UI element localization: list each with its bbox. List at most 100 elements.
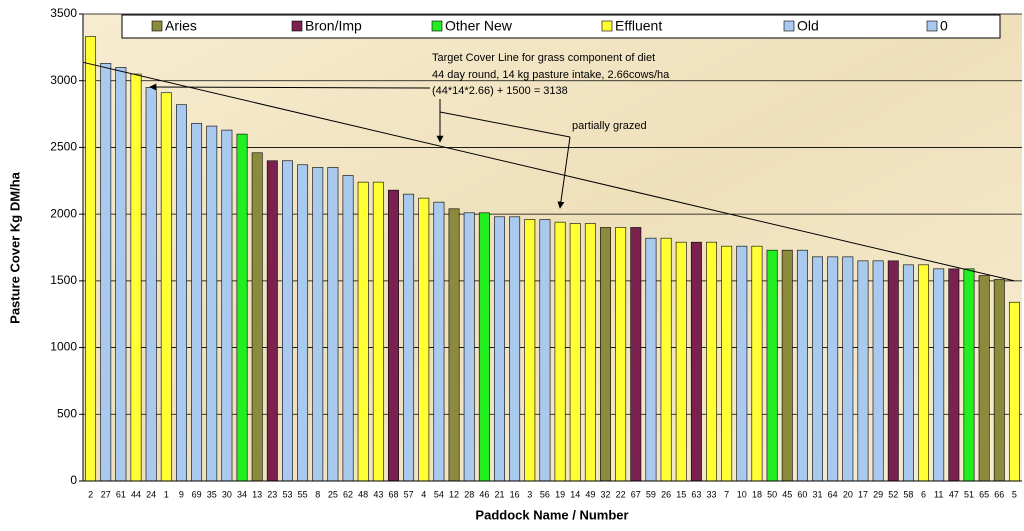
x-tick-label: 67 <box>631 489 641 499</box>
x-tick-label: 34 <box>237 489 247 499</box>
x-tick-label: 49 <box>585 489 595 499</box>
y-tick-label: 3000 <box>50 73 77 87</box>
x-tick-label: 22 <box>616 489 626 499</box>
bar <box>721 245 733 482</box>
bar <box>993 279 1005 482</box>
y-tick-label: 2500 <box>50 140 77 154</box>
bar <box>100 63 112 482</box>
y-tick-label: 3500 <box>50 6 77 20</box>
bar <box>827 256 839 482</box>
bar <box>872 260 884 482</box>
x-tick-label: 3 <box>527 489 532 499</box>
x-tick-label: 52 <box>888 489 898 499</box>
bar <box>554 221 566 482</box>
x-tick-label: 25 <box>328 489 338 499</box>
y-tick-label: 1500 <box>50 273 77 287</box>
bar <box>342 175 354 482</box>
legend-label: Other New <box>445 18 513 34</box>
x-tick-label: 60 <box>797 489 807 499</box>
bar <box>751 245 763 482</box>
x-tick-label: 51 <box>964 489 974 499</box>
legend <box>121 14 1001 39</box>
annotation: (44*14*2.66) + 1500 = 3138 <box>432 85 568 97</box>
x-tick-label: 35 <box>207 489 217 499</box>
x-tick-label: 46 <box>479 489 489 499</box>
y-tick-label: 500 <box>57 406 77 420</box>
x-tick-label: 11 <box>934 489 943 499</box>
x-tick-label: 32 <box>601 489 611 499</box>
bar <box>660 237 672 482</box>
bar <box>418 197 430 482</box>
x-tick-label: 31 <box>813 489 823 499</box>
y-tick-label: 0 <box>70 473 77 487</box>
bar <box>463 212 475 482</box>
bar <box>145 87 157 482</box>
x-tick-label: 54 <box>434 489 444 499</box>
legend-swatch <box>783 20 795 32</box>
bar <box>388 189 399 482</box>
bar <box>857 260 869 482</box>
x-tick-label: 30 <box>222 489 232 499</box>
bar <box>191 123 203 482</box>
bar <box>736 245 748 482</box>
x-tick-label: 69 <box>192 489 202 499</box>
legend-swatch <box>926 20 938 32</box>
x-tick-label: 1 <box>164 489 169 499</box>
bar <box>448 208 460 482</box>
annotation: 44 day round, 14 kg pasture intake, 2.66… <box>432 69 670 81</box>
bar <box>933 268 945 482</box>
y-axis-title: Pasture Cover Kg DM/ha <box>7 171 22 323</box>
x-tick-label: 50 <box>767 489 777 499</box>
x-tick-label: 28 <box>464 489 474 499</box>
legend-label: Bron/Imp <box>305 18 362 34</box>
x-tick-label: 13 <box>252 489 262 499</box>
y-tick-label: 2000 <box>50 206 77 220</box>
annotation: Target Cover Line for grass component of… <box>432 52 655 64</box>
bar <box>130 73 142 482</box>
bars <box>85 36 1020 482</box>
legend-swatch <box>601 20 613 32</box>
bar <box>781 249 793 482</box>
x-tick-label: 43 <box>373 489 383 499</box>
bar <box>706 241 717 482</box>
x-tick-label: 4 <box>421 489 426 499</box>
x-tick-label: 47 <box>949 489 959 499</box>
x-tick-label: 19 <box>555 489 565 499</box>
legend-label: Effluent <box>615 18 662 34</box>
bar <box>796 249 808 482</box>
x-tick-label: 17 <box>858 489 868 499</box>
x-tick-label: 48 <box>358 489 368 499</box>
x-tick-label: 63 <box>691 489 701 499</box>
legend-label: Aries <box>165 18 197 34</box>
x-tick-label: 68 <box>388 489 398 499</box>
x-tick-label: 61 <box>116 489 126 499</box>
x-tick-label: 58 <box>903 489 913 499</box>
x-tick-label: 6 <box>921 489 926 499</box>
x-tick-label: 7 <box>724 489 729 499</box>
bar <box>524 219 536 482</box>
x-tick-label: 29 <box>873 489 883 499</box>
x-tick-label: 66 <box>994 489 1004 499</box>
legend-swatch <box>431 20 443 32</box>
x-tick-label: 10 <box>737 489 747 499</box>
x-tick-label: 14 <box>570 489 580 499</box>
legend-swatch <box>291 20 303 32</box>
bar <box>297 164 309 482</box>
bar <box>372 181 384 482</box>
y-tick-label: 1000 <box>50 340 77 354</box>
target-line <box>82 61 1015 282</box>
bar <box>539 219 551 482</box>
legend-label: 0 <box>940 18 948 34</box>
x-tick-label: 21 <box>494 489 504 499</box>
bar <box>1008 301 1020 482</box>
bar <box>842 256 854 482</box>
x-tick-label: 55 <box>298 489 308 499</box>
arrow <box>149 83 431 91</box>
legend-label: Old <box>797 18 819 34</box>
x-tick-label: 23 <box>267 489 277 499</box>
bar <box>978 275 990 482</box>
bar <box>478 212 490 482</box>
x-tick-label: 26 <box>661 489 671 499</box>
